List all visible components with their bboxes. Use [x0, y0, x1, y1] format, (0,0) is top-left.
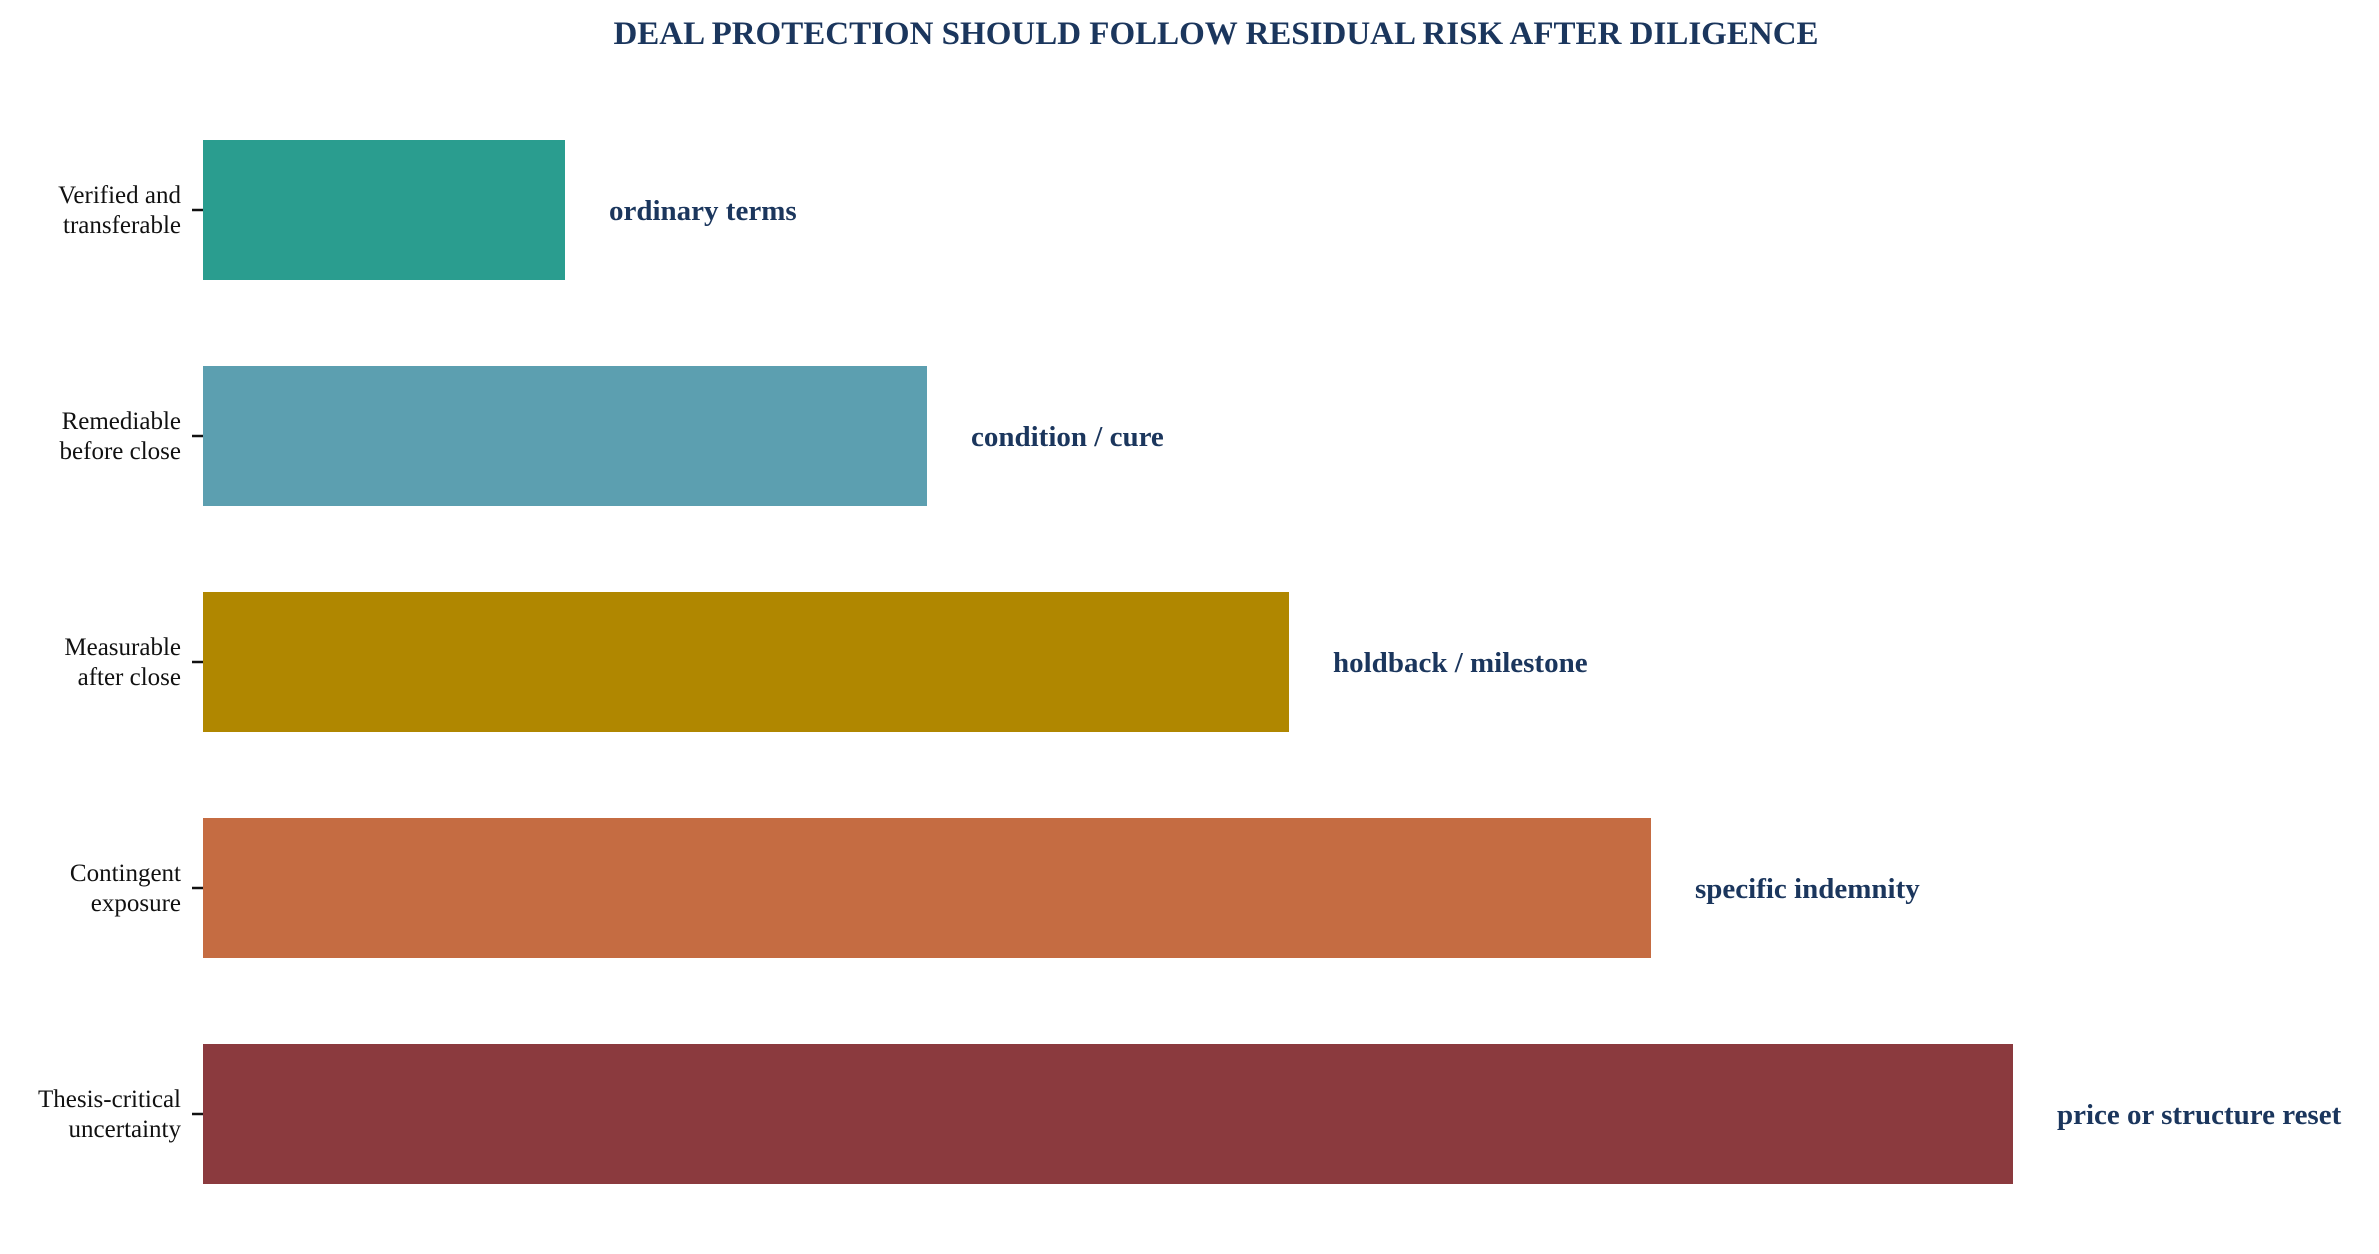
category-label: Verified and transferable [58, 182, 181, 239]
category-label-line: transferable [63, 212, 181, 239]
category-label-line: uncertainty [69, 1116, 182, 1143]
bar [203, 1044, 2013, 1184]
bar-value-label: condition / cure [971, 421, 1164, 453]
bar-value-label: specific indemnity [1695, 873, 1920, 905]
category-label: Remediable before close [60, 408, 181, 465]
category-label: Thesis-critical uncertainty [38, 1086, 181, 1143]
category-label-line: Contingent [70, 860, 181, 887]
category-label-line: Thesis-critical [38, 1086, 181, 1113]
category-label: Contingent exposure [70, 860, 181, 917]
bar [203, 140, 565, 280]
bar-value-label: holdback / milestone [1333, 647, 1588, 679]
bar-value-label: ordinary terms [609, 195, 797, 227]
category-label-line: before close [60, 438, 181, 465]
category-label-line: Verified and [58, 182, 181, 209]
bar-value-labels: ordinary terms condition / cure holdback /… [609, 195, 2342, 1131]
category-labels: Verified and transferable Remediable before… [38, 182, 203, 1143]
bar [203, 592, 1289, 732]
bar-value-label: price or structure reset [2057, 1099, 2342, 1131]
category-label-line: exposure [91, 890, 181, 917]
category-label-line: after close [78, 664, 181, 691]
bar [203, 818, 1651, 958]
bars-layer [203, 140, 2013, 1184]
category-label: Measurable after close [64, 634, 181, 691]
category-label-line: Remediable [62, 408, 181, 435]
chart-title: DEAL PROTECTION SHOULD FOLLOW RESIDUAL R… [613, 16, 1818, 52]
category-label-line: Measurable [64, 634, 181, 661]
bar [203, 366, 927, 506]
